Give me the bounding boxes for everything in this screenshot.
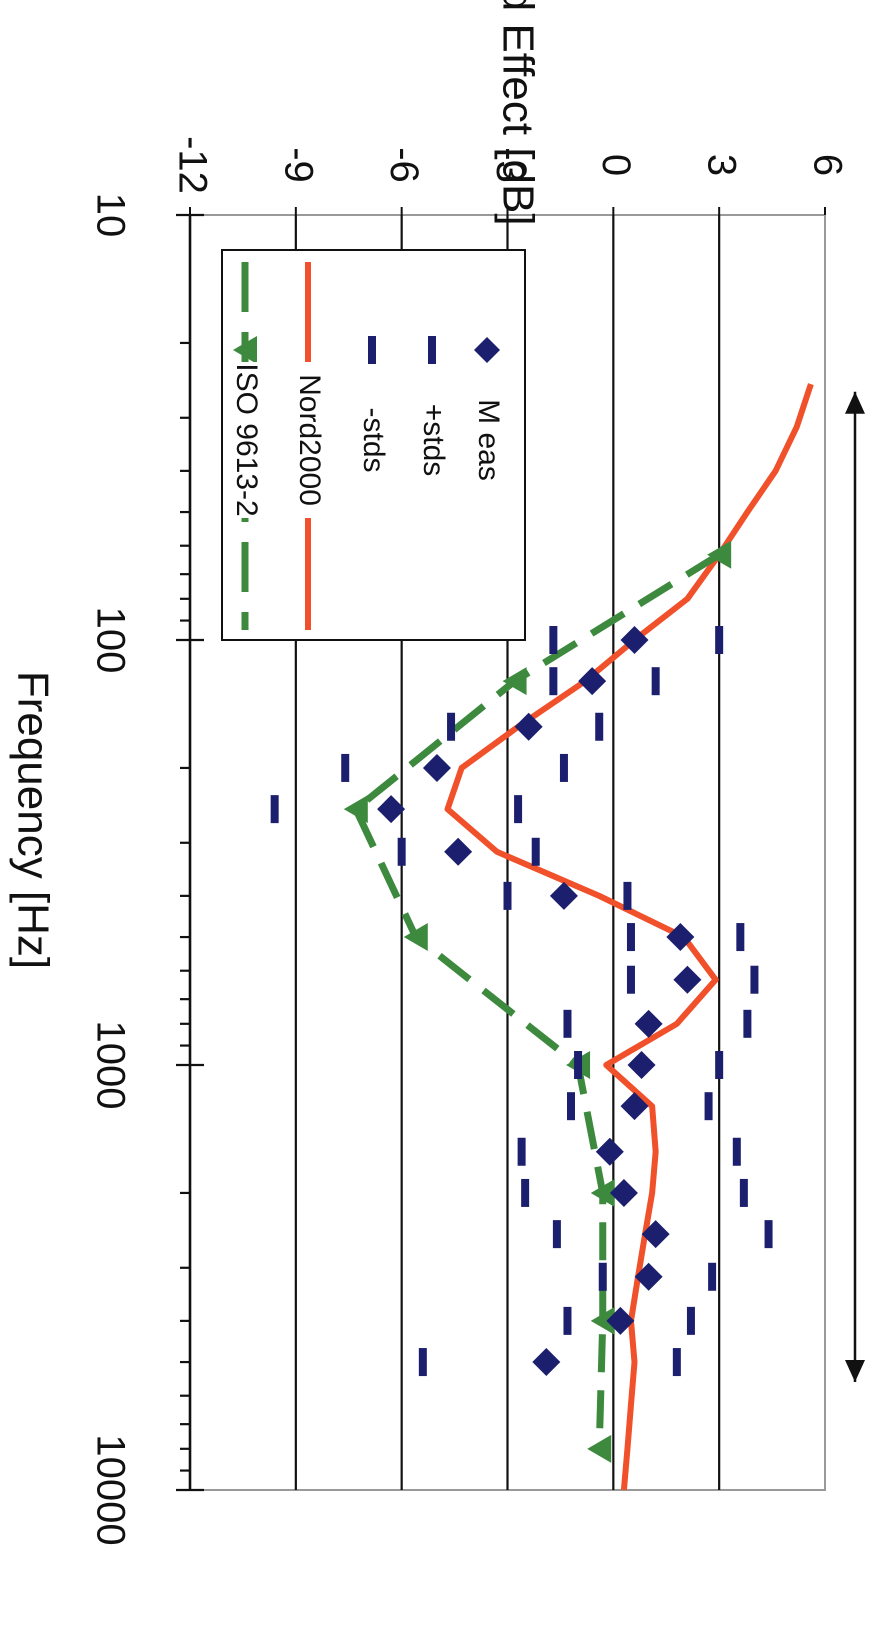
iso-9613-2-line bbox=[351, 551, 722, 1449]
legend-label-minus-std: -stds bbox=[357, 407, 390, 472]
db-tick-label: -9 bbox=[276, 147, 320, 183]
iso-9613-2-point bbox=[502, 667, 527, 696]
minus-std-point bbox=[549, 667, 558, 696]
minus-std-point bbox=[397, 837, 406, 866]
plus-std-point bbox=[739, 1178, 748, 1207]
plus-std-point bbox=[704, 1092, 713, 1121]
legend-label-meas: M eas bbox=[472, 399, 505, 481]
plus-std-point bbox=[623, 881, 632, 910]
y-axis-title: Ground Effect [dB] bbox=[493, 0, 542, 226]
plus-std-point bbox=[672, 1348, 681, 1377]
measured-point bbox=[444, 837, 473, 866]
plus-std-point bbox=[559, 753, 568, 782]
measured-point bbox=[595, 1137, 624, 1166]
minus-std-point bbox=[574, 1051, 583, 1079]
measured-point bbox=[606, 1306, 635, 1335]
plus-std-point bbox=[715, 626, 724, 654]
legend-meas-symbol bbox=[474, 337, 500, 363]
measured-point bbox=[634, 1262, 663, 1291]
measured-point bbox=[578, 667, 607, 696]
frequency-tick-label: 10 bbox=[88, 193, 132, 238]
minus-std-point bbox=[521, 1178, 530, 1207]
minus-std-point bbox=[552, 1220, 561, 1249]
minus-std-point bbox=[626, 965, 635, 994]
minus-std-point bbox=[626, 923, 635, 952]
minus-std-point bbox=[503, 881, 512, 910]
iso-9613-2-point bbox=[587, 1434, 612, 1463]
minus-std-point bbox=[270, 795, 279, 824]
measured-point bbox=[532, 1348, 561, 1377]
db-tick-label: 0 bbox=[594, 154, 638, 176]
plus-std-point bbox=[715, 1051, 724, 1079]
iso-9613-2-point bbox=[403, 923, 428, 952]
db-tick-label: -12 bbox=[170, 136, 214, 194]
legend-iso-symbol bbox=[233, 336, 257, 364]
legend-label-iso-9613-2: ISO 9613-2 bbox=[230, 363, 263, 516]
legend-label-nord2000: Nord2000 bbox=[293, 374, 326, 506]
span-arrow-head-bottom bbox=[845, 1360, 865, 1383]
plus-std-point bbox=[736, 923, 745, 952]
plus-std-point bbox=[764, 1220, 773, 1249]
measured-point bbox=[514, 712, 543, 741]
measured-point bbox=[422, 753, 451, 782]
measured-point bbox=[627, 1051, 656, 1079]
db-tick-label: -6 bbox=[382, 147, 426, 183]
measured-point bbox=[377, 795, 406, 824]
iso-9613-2-point bbox=[590, 1306, 615, 1335]
legend-minus-std-symbol bbox=[368, 336, 376, 364]
db-tick-label: 6 bbox=[805, 154, 849, 176]
minus-std-point bbox=[418, 1348, 427, 1377]
plus-std-point bbox=[708, 1262, 717, 1291]
measured-point bbox=[549, 881, 578, 910]
legend-plus-std-symbol bbox=[428, 336, 436, 364]
db-tick-label: 3 bbox=[700, 154, 744, 176]
frequency-tick-label: 1000 bbox=[88, 1021, 132, 1110]
plus-std-point bbox=[750, 965, 759, 994]
minus-std-point bbox=[517, 1137, 526, 1166]
minus-std-point bbox=[563, 1009, 572, 1038]
minus-std-point bbox=[563, 1306, 572, 1335]
measured-point bbox=[634, 1009, 663, 1038]
plus-std-point bbox=[651, 667, 660, 696]
text-layer: -12 -9 -6 -3 0 3 6 10 100 1000 10000 Frequency [Hz]… bbox=[8, 0, 865, 1546]
minus-std-point bbox=[567, 1092, 575, 1121]
measured-point bbox=[673, 965, 702, 994]
measured-point bbox=[620, 1092, 649, 1121]
iso-9613-2-point bbox=[707, 540, 732, 569]
measured-point bbox=[641, 1220, 670, 1249]
plus-std-point bbox=[743, 1009, 752, 1038]
minus-std-point bbox=[598, 1262, 607, 1291]
plus-std-point bbox=[732, 1137, 741, 1166]
minus-std-point bbox=[447, 712, 456, 741]
legend-label-bg bbox=[223, 362, 267, 518]
frequency-tick-label: 100 bbox=[88, 607, 132, 674]
legend-label-bg bbox=[286, 362, 330, 518]
plus-std-point bbox=[531, 837, 540, 866]
measured-point bbox=[620, 626, 649, 654]
plus-std-point bbox=[595, 712, 604, 741]
span-arrow-head-top bbox=[845, 391, 865, 414]
frequency-tick-label: 10000 bbox=[88, 1434, 132, 1545]
plus-std-point bbox=[514, 795, 523, 824]
minus-std-point bbox=[549, 626, 558, 654]
legend-label-plus-std: +stds bbox=[417, 404, 450, 477]
iso-9613-2-point bbox=[590, 1178, 615, 1207]
plus-std-point bbox=[686, 1306, 695, 1335]
measured-point bbox=[609, 1178, 638, 1207]
iso-9613-2-point bbox=[343, 795, 368, 824]
x-axis-title: Frequency [Hz] bbox=[8, 671, 57, 969]
measured-point bbox=[666, 923, 695, 952]
db-tick-label: -3 bbox=[488, 147, 532, 183]
legend-box bbox=[221, 249, 526, 641]
minus-std-point bbox=[341, 753, 350, 782]
